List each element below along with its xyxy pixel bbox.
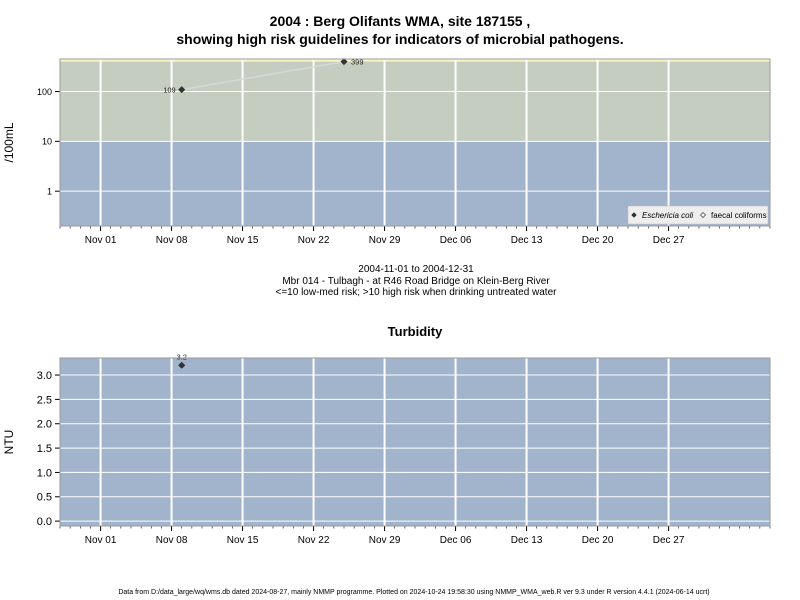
x-tick-label: Nov 01 <box>85 535 117 546</box>
microbial-chart: Nov 01 Nov 08 Nov 15 Nov 22 Nov 29 Dec 06 Dec … <box>2 58 771 246</box>
series-connector <box>181 60 345 91</box>
y-tick-label: 1 <box>47 186 52 196</box>
x-tick-label: Nov 01 <box>85 235 117 246</box>
x-tick-label: Dec 27 <box>653 235 685 246</box>
data-label: 399 <box>351 58 364 67</box>
y-axis-label: NTU <box>2 430 16 455</box>
y-tick-label: 0.0 <box>37 516 52 528</box>
legend-box <box>627 205 769 225</box>
data-point <box>178 86 186 94</box>
x-tick-label: Nov 08 <box>156 235 188 246</box>
x-tick-label: Dec 20 <box>582 235 614 246</box>
plot-background <box>60 358 770 526</box>
legend-marker-faecal <box>700 212 706 218</box>
x-tick-label: Nov 08 <box>156 535 188 546</box>
plot-frame <box>59 357 771 527</box>
turbidity-title: Turbidity <box>387 324 443 339</box>
x-tick-label: Nov 15 <box>227 235 259 246</box>
x-tick-label: Nov 29 <box>369 535 401 546</box>
data-label: 109 <box>163 86 176 95</box>
x-tick-label: Dec 20 <box>582 535 614 546</box>
data-point <box>340 58 348 66</box>
x-tick-label: Nov 15 <box>227 535 259 546</box>
legend-label-ecoli: Eschericia coli <box>642 211 693 220</box>
chart-title-line1: 2004 : Berg Olifants WMA, site 187155 , <box>269 13 531 29</box>
y-axis-label: /100mL <box>2 122 16 162</box>
risk-band-1 <box>60 61 770 142</box>
y-tick-label: 2.0 <box>37 419 52 431</box>
x-tick-label: Nov 22 <box>298 535 330 546</box>
data-source-footer: Data from D:/data_large/wq/wms.db dated … <box>118 589 710 596</box>
y-tick-label: 3.0 <box>37 370 52 382</box>
site-caption: Mbr 014 - Tulbagh - at R46 Road Bridge o… <box>282 276 550 287</box>
guideline-caption: <=10 low-med risk; >10 high risk when dr… <box>275 287 557 298</box>
y-tick-label: 100 <box>37 87 52 97</box>
y-tick-label: 1.0 <box>37 467 52 479</box>
y-tick-label: 2.5 <box>37 394 52 406</box>
y-tick-label: 1.5 <box>37 443 52 455</box>
x-tick-label: Dec 13 <box>511 535 543 546</box>
x-tick-label: Nov 22 <box>298 235 330 246</box>
data-point <box>178 361 186 369</box>
chart-title-line2: showing high risk guidelines for indicat… <box>176 31 624 47</box>
x-tick-label: Dec 13 <box>511 235 543 246</box>
y-tick-label: 10 <box>42 137 52 147</box>
x-tick-label: Nov 29 <box>369 235 401 246</box>
risk-band-2 <box>60 59 770 62</box>
x-tick-label: Dec 27 <box>653 535 685 546</box>
data-label: 3.2 <box>176 352 186 361</box>
y-tick-label: 0.5 <box>37 492 52 504</box>
plot-frame <box>59 58 771 227</box>
date-range-caption: 2004-11-01 to 2004-12-31 <box>358 264 474 275</box>
legend-marker-ecoli <box>631 212 637 218</box>
legend-label-faecal: faecal coliforms <box>711 211 767 220</box>
x-tick-label: Dec 06 <box>440 235 472 246</box>
x-tick-label: Dec 06 <box>440 535 472 546</box>
